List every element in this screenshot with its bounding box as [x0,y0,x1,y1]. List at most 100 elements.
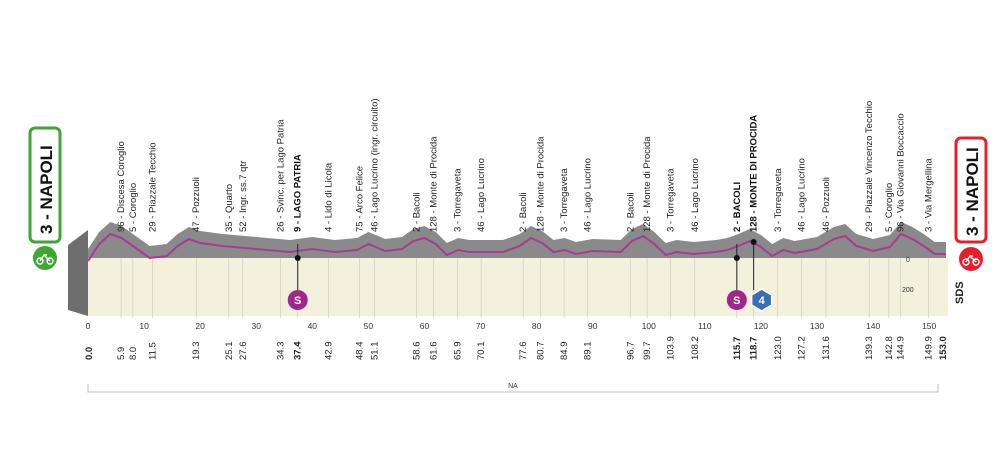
footer-label: NA [508,383,518,390]
kom-icon [750,288,773,312]
bike-icon [36,253,54,265]
waypoint-distance: 142.8 [884,336,895,360]
kom-category: 4 [759,295,766,307]
intermediate-markers: S S 4 [287,239,773,312]
waypoint-distance: 89.1 [583,342,594,361]
waypoint-label: 47 - Pozzuoli [191,177,202,232]
waypoint-distance: 48.4 [354,342,365,361]
waypoint-distance: 5.9 [116,347,127,360]
axis-ticks: 0 10 20 30 40 50 60 70 80 90 100 110 120 130 140 150 [86,321,937,331]
waypoint-distance: 58.6 [412,342,423,361]
waypoint-label: 9 - LAGO PATRIA [293,154,304,232]
axis-tick-label: 90 [588,321,598,331]
axis-tick-label: 150 [922,321,936,331]
waypoint-distance: 115.7 [732,337,743,360]
axis-tick-label: 40 [308,321,318,331]
axis-tick-label: 100 [642,321,656,331]
waypoint-distance: 25.1 [224,342,235,361]
waypoint-distance: 118.7 [749,337,760,360]
axis-tick-label: 50 [364,321,374,331]
waypoint-label: 75 - Arco Felice [354,166,365,232]
waypoint-distance: 70.1 [476,342,487,361]
waypoint-label: 128 - Monte di Procida [536,136,547,232]
profile-top-shade [88,222,946,258]
waypoint-distance: 108.2 [690,336,701,360]
finish-town-label: 3 - NAPOLI [963,147,982,236]
sprint-icon [726,290,747,310]
waypoint-label: 4 - Lido di Licola [324,162,335,232]
waypoint-distance: 139.3 [864,336,875,360]
waypoint-distance: 65.9 [453,342,464,361]
altitude-label-0: 0 [906,257,910,264]
waypoint-distance: 61.6 [428,342,439,361]
waypoint-distance: 11.5 [147,342,158,360]
waypoint-label: 128 - MONTE DI PROCIDA [749,115,760,232]
waypoint-label: 5 - Coroglio [128,183,139,232]
waypoint-label: 3 - Torregaveta [559,168,570,232]
waypoint-label: 2 - Bacoli [625,192,636,232]
distance-labels: 5.9 8.0 11.5 19.3 25.1 27.6 34.3 37.4 42.9 48.4 51… [116,336,935,360]
start-flag-icon [33,246,57,270]
waypoint-label: 3 - Torregaveta [666,168,677,232]
sprint-letter: S [733,295,740,307]
waypoint-distance: 19.3 [191,342,202,361]
finish-badge: 3 - NAPOLI [954,136,988,271]
waypoint-distance: 99.7 [642,342,653,361]
axis-tick-label: 0 [86,321,91,331]
waypoint-distance: 84.9 [559,342,570,361]
waypoint-label: 29 - Piazzale Tecchio [147,142,158,232]
waypoint-label: 96 - Discesa Coroglio [116,141,127,232]
axis-tick-label: 130 [810,321,824,331]
waypoint-distance: 37.4 [293,341,304,360]
waypoint-distance: 8.0 [128,347,139,360]
elevation-profile [68,222,948,318]
waypoint-label: 35 - Quarto [224,184,235,232]
axis-tick-label: 140 [866,321,880,331]
waypoint-label: 2 - Bacoli [518,192,529,232]
axis-tick-label: 110 [698,321,712,331]
marker-dot [294,255,301,261]
waypoint-distance: 96.7 [625,342,636,361]
waypoint-label: 128 - Monte di Procida [642,136,653,232]
axis-tick-label: 20 [195,321,205,331]
waypoint-label: 46 - Lago Lucrino [690,158,701,232]
waypoint-label: 3 - Torregaveta [773,168,784,232]
waypoint-distance: 144.9 [896,336,907,360]
axis-tick-label: 80 [532,321,542,331]
waypoint-labels: 96 - Discesa Coroglio 5 - Coroglio 29 - Pi… [116,98,935,232]
waypoint-label: 96 - Via Giovanni Boccaccio [896,113,907,232]
waypoint-distance: 42.9 [324,342,335,361]
waypoint-label: 3 - Via Mergellina [924,158,935,232]
bike-icon [962,254,980,266]
marker-dot [733,255,740,261]
waypoint-distance: 80.7 [536,342,547,361]
axis-tick-label: 60 [420,321,430,331]
marker-dot [750,239,757,245]
waypoint-label: 46 - Lago Lucrino [796,158,807,232]
axis-tick-label: 30 [252,321,262,331]
waypoint-label: 46 - Lago Lucrino (ingr. circuito) [370,98,381,232]
waypoint-distance: 34.3 [275,342,286,361]
profile-left-side [68,230,88,316]
waypoint-label: 5 - Coroglio [884,183,895,232]
waypoint-label: 52 - Ingr. ss.7 qtr [238,161,249,232]
waypoint-distance: 103.9 [666,336,677,360]
waypoint-distance: 77.6 [518,342,529,361]
axis-tick-label: 70 [476,321,486,331]
profile-base [88,258,948,316]
sprint-icon [287,290,308,310]
altitude-label-200: 200 [902,287,914,294]
waypoint-label: 2 - BACOLI [732,182,743,232]
waypoint-label: 128 - Monte di Procida [428,136,439,232]
profile-line [87,232,946,262]
waypoint-label: 46 - Lago Lucrino [583,158,594,232]
waypoint-label: 46 - Pozzuoli [821,177,832,232]
waypoint-label: 29 - Piazzale Vincenzo Tecchio [864,101,875,232]
sprint-letter: S [294,295,301,307]
footer-bracket: NA [87,383,939,393]
waypoint-distance: 123.0 [773,336,784,360]
axis-tick-label: 120 [754,321,768,331]
waypoint-label: 3 - Torregaveta [453,168,464,232]
axis-tick-label: 10 [139,321,149,331]
